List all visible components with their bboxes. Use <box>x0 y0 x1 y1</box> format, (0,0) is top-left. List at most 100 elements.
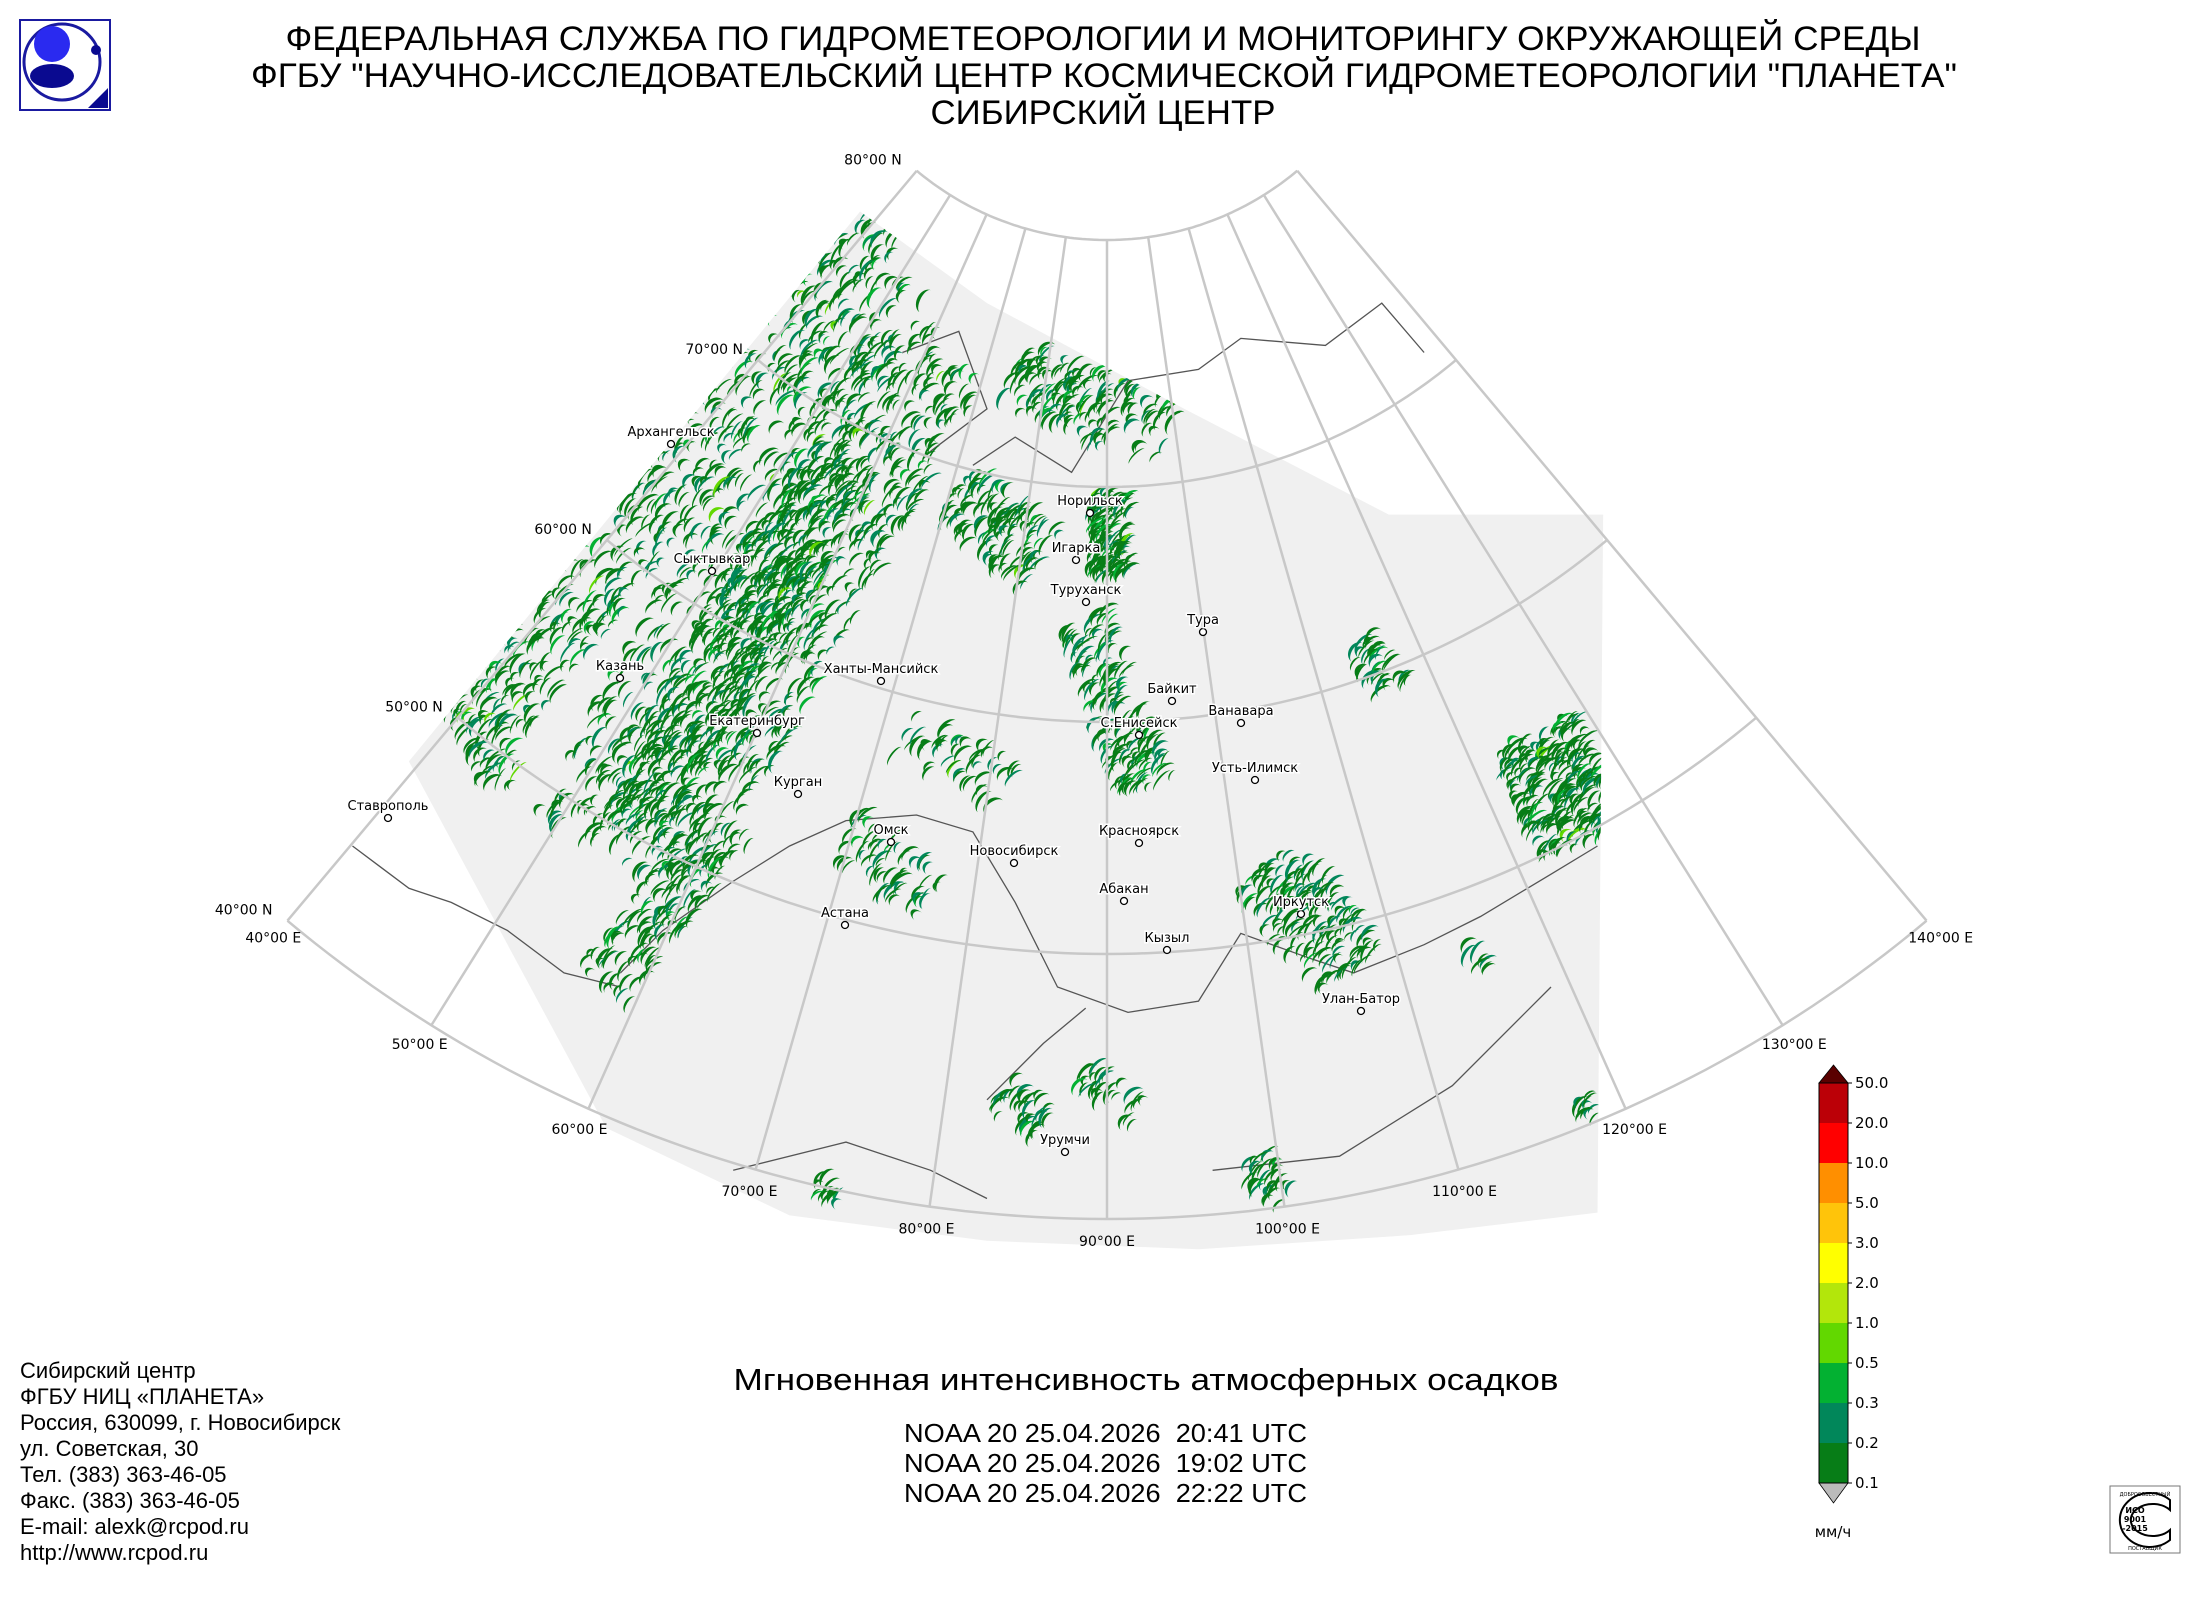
precipitation-cell <box>1054 367 1065 378</box>
precipitation-cell <box>787 485 801 507</box>
city-marker[interactable]: Байкит <box>1146 681 1199 706</box>
precipitation-cell <box>893 881 904 896</box>
precipitation-cell <box>849 610 861 625</box>
precipitation-cell <box>617 780 628 793</box>
precipitation-cell <box>1095 643 1108 663</box>
city-marker[interactable]: Омск <box>872 822 910 847</box>
city-marker[interactable]: С.Енисейск <box>1099 715 1179 740</box>
precipitation-cell <box>1115 541 1130 556</box>
precipitation-cell <box>1141 774 1152 785</box>
city-marker[interactable]: Астана <box>819 905 871 930</box>
precipitation-cell <box>978 468 998 488</box>
precipitation-cell <box>993 1111 1003 1122</box>
precipitation-cell <box>729 685 741 696</box>
precipitation-cell <box>1341 965 1352 975</box>
city-marker[interactable]: Тура <box>1185 612 1220 637</box>
city-marker[interactable]: Архангельск <box>626 424 716 449</box>
precipitation-cell <box>524 582 540 602</box>
precipitation-cell <box>825 496 838 508</box>
precipitation-cell <box>700 431 712 449</box>
precipitation-cell <box>1090 522 1105 538</box>
precipitation-cell <box>597 712 613 727</box>
precipitation-cell <box>1034 1092 1050 1109</box>
precipitation-cell <box>1570 793 1587 817</box>
precipitation-cell <box>796 586 809 600</box>
precipitation-cell <box>946 413 957 427</box>
precipitation-cell <box>715 747 730 762</box>
precipitation-cell <box>627 724 640 737</box>
map[interactable]: 80°00 N70°00 N60°00 N50°00 N40°00 N40°00… <box>215 153 1973 1250</box>
precipitation-cell <box>883 503 896 519</box>
city-marker[interactable]: Сыктывкар <box>672 551 752 576</box>
precipitation-cell <box>1578 810 1590 823</box>
city-marker[interactable]: Красноярск <box>1097 823 1181 848</box>
precipitation-cell <box>1029 550 1042 564</box>
city-marker[interactable]: Норильск <box>1056 493 1124 518</box>
city-dot-icon <box>1081 597 1091 607</box>
precipitation-cell <box>534 579 551 593</box>
contact-email-link[interactable]: E-mail: alexk@rcpod.ru <box>20 1514 249 1539</box>
precipitation-cell <box>880 330 894 348</box>
city-marker[interactable]: Абакан <box>1098 881 1150 906</box>
colorbar-bin <box>1819 1083 1848 1123</box>
precipitation-cell <box>613 985 623 998</box>
precipitation-cell <box>637 493 660 513</box>
city-marker[interactable]: Курган <box>772 774 824 799</box>
precipitation-cell <box>782 509 796 524</box>
border-line <box>619 814 1598 1014</box>
precipitation-cell <box>805 562 821 579</box>
precipitation-cell <box>613 920 632 940</box>
precipitation-cell <box>1034 409 1048 424</box>
precipitation-cell <box>697 817 714 841</box>
city-marker[interactable]: Урумчи <box>1039 1132 1091 1157</box>
city-label: Урумчи <box>1040 1133 1090 1148</box>
city-marker[interactable]: Новосибирск <box>968 843 1060 868</box>
precipitation-cell <box>1041 1112 1055 1129</box>
city-marker[interactable]: Кызыл <box>1143 930 1191 955</box>
precipitation-cell <box>1354 646 1367 659</box>
city-marker[interactable]: Игарка <box>1050 540 1102 565</box>
precipitation-cell <box>859 431 877 450</box>
city-marker[interactable]: Иркутск <box>1271 894 1331 919</box>
precipitation-cell <box>667 687 680 703</box>
precipitation-cell <box>797 459 813 476</box>
precipitation-cell <box>791 599 806 615</box>
city-marker[interactable]: Улан-Батор <box>1320 991 1402 1016</box>
city-marker[interactable]: Ханты-Мансийск <box>822 661 940 686</box>
precipitation-cell <box>694 557 705 568</box>
contact-website-link[interactable]: http://www.rcpod.ru <box>20 1540 208 1565</box>
precipitation-cell <box>1010 360 1026 378</box>
precipitation-cell <box>636 779 655 797</box>
precipitation-cell <box>989 502 1000 513</box>
precipitation-cell <box>1255 885 1273 906</box>
precipitation-cell <box>851 366 864 379</box>
precipitation-cell <box>639 970 656 986</box>
precipitation-cell <box>1093 487 1105 502</box>
precipitation-cell <box>1518 753 1531 765</box>
precipitation-cell <box>875 362 896 382</box>
precipitation-cell <box>496 623 510 639</box>
precipitation-cell <box>1070 375 1086 389</box>
city-marker[interactable]: Ванавара <box>1207 703 1275 728</box>
precipitation-cell <box>842 490 857 505</box>
precipitation-cell <box>893 842 902 854</box>
precipitation-cell <box>988 554 1000 567</box>
precipitation-cell <box>784 497 798 511</box>
precipitation-cell <box>569 663 580 674</box>
precipitation-cell <box>838 190 856 208</box>
precipitation-cell <box>719 676 738 693</box>
precipitation-cell <box>640 900 655 916</box>
precipitation-cell <box>838 331 850 349</box>
precipitation-cell <box>698 766 710 777</box>
city-marker[interactable]: Казань <box>594 658 646 683</box>
city-marker[interactable]: Ставрополь <box>346 798 430 823</box>
city-marker[interactable]: Екатеринбург <box>708 713 806 738</box>
precipitation-cell <box>820 1190 831 1202</box>
precipitation-cell <box>668 804 682 820</box>
precipitation-cell <box>620 804 629 813</box>
precipitation-cell <box>972 761 983 770</box>
city-marker[interactable]: Туруханск <box>1048 582 1123 607</box>
precipitation-cell <box>1325 874 1346 896</box>
city-marker[interactable]: Усть-Илимск <box>1210 760 1300 785</box>
precipitation-cell <box>771 724 783 739</box>
